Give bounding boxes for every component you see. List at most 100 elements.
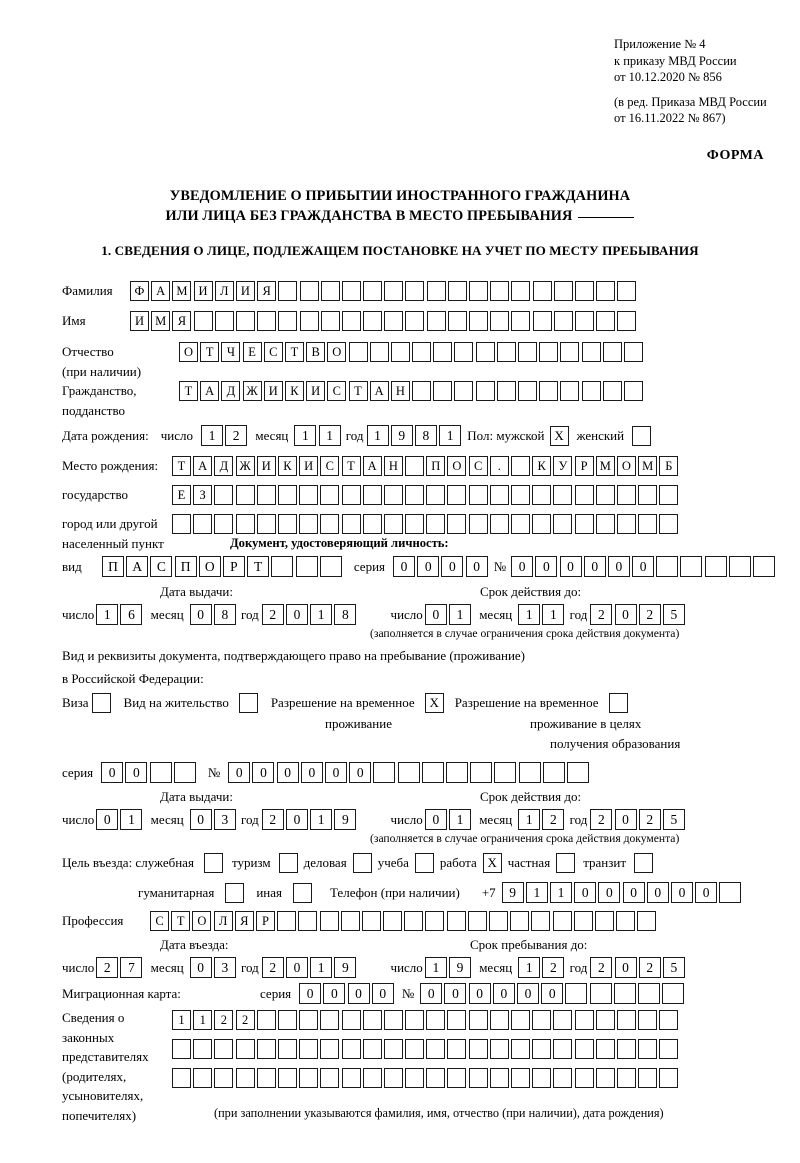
char-cell[interactable]: 0 bbox=[285, 957, 308, 978]
char-cell[interactable]: 0 bbox=[420, 983, 443, 1004]
representatives-row2-cells[interactable] bbox=[172, 1039, 681, 1059]
char-cell[interactable]: 0 bbox=[607, 556, 630, 577]
char-cell[interactable]: Л bbox=[214, 281, 234, 301]
char-cell[interactable] bbox=[574, 1039, 594, 1059]
char-cell[interactable] bbox=[320, 311, 340, 331]
char-cell[interactable] bbox=[638, 1039, 658, 1059]
char-cell[interactable] bbox=[574, 485, 594, 505]
char-cell[interactable] bbox=[405, 281, 425, 301]
char-cell[interactable] bbox=[426, 485, 446, 505]
char-cell[interactable]: И bbox=[263, 381, 283, 401]
char-cell[interactable] bbox=[214, 514, 234, 534]
char-cell[interactable] bbox=[277, 1010, 297, 1030]
char-cell[interactable] bbox=[278, 311, 298, 331]
char-cell[interactable] bbox=[149, 762, 172, 783]
char-cell[interactable]: 0 bbox=[371, 983, 394, 1004]
char-cell[interactable]: П bbox=[174, 556, 197, 577]
char-cell[interactable]: 0 bbox=[614, 957, 637, 978]
char-cell[interactable] bbox=[235, 311, 255, 331]
char-cell[interactable] bbox=[447, 311, 467, 331]
char-cell[interactable] bbox=[617, 281, 637, 301]
char-cell[interactable]: 2 bbox=[214, 1010, 234, 1030]
char-cell[interactable]: О bbox=[327, 342, 347, 362]
char-cell[interactable] bbox=[447, 1039, 467, 1059]
char-cell[interactable] bbox=[383, 485, 403, 505]
char-cell[interactable]: Р bbox=[222, 556, 245, 577]
char-cell[interactable]: 0 bbox=[285, 809, 308, 830]
char-cell[interactable] bbox=[362, 485, 382, 505]
char-cell[interactable]: 0 bbox=[424, 809, 447, 830]
char-cell[interactable] bbox=[565, 983, 588, 1004]
char-cell[interactable]: 0 bbox=[444, 983, 467, 1004]
char-cell[interactable] bbox=[489, 485, 509, 505]
char-cell[interactable]: Т bbox=[179, 381, 198, 401]
char-cell[interactable]: 0 bbox=[323, 983, 346, 1004]
char-cell[interactable] bbox=[369, 342, 389, 362]
char-cell[interactable] bbox=[468, 514, 488, 534]
char-cell[interactable]: 3 bbox=[213, 809, 236, 830]
char-cell[interactable] bbox=[214, 1068, 234, 1088]
char-cell[interactable]: М bbox=[638, 456, 658, 476]
char-cell[interactable] bbox=[595, 1039, 615, 1059]
char-cell[interactable] bbox=[172, 1039, 191, 1059]
char-cell[interactable]: Л bbox=[213, 911, 233, 931]
char-cell[interactable] bbox=[405, 1039, 425, 1059]
char-cell[interactable] bbox=[532, 311, 552, 331]
char-cell[interactable]: 0 bbox=[559, 556, 582, 577]
char-cell[interactable]: Т bbox=[284, 342, 304, 362]
char-cell[interactable] bbox=[214, 485, 234, 505]
char-cell[interactable] bbox=[489, 1068, 509, 1088]
char-cell[interactable] bbox=[299, 514, 319, 534]
char-cell[interactable]: Р bbox=[255, 911, 275, 931]
char-cell[interactable]: 1 bbox=[120, 809, 143, 830]
purpose-other-checkbox[interactable] bbox=[292, 882, 312, 903]
char-cell[interactable] bbox=[214, 311, 234, 331]
char-cell[interactable] bbox=[362, 1010, 382, 1030]
char-cell[interactable] bbox=[510, 911, 530, 931]
char-cell[interactable]: Е bbox=[172, 485, 191, 505]
char-cell[interactable]: 2 bbox=[261, 957, 284, 978]
char-cell[interactable] bbox=[404, 911, 424, 931]
char-cell[interactable]: 2 bbox=[235, 1010, 255, 1030]
char-cell[interactable] bbox=[656, 556, 679, 577]
char-cell[interactable]: 0 bbox=[583, 556, 606, 577]
char-cell[interactable] bbox=[277, 514, 297, 534]
char-cell[interactable] bbox=[383, 1039, 403, 1059]
char-cell[interactable]: О bbox=[179, 342, 198, 362]
char-cell[interactable] bbox=[384, 281, 404, 301]
char-cell[interactable] bbox=[383, 1010, 403, 1030]
char-cell[interactable]: 2 bbox=[590, 957, 613, 978]
char-cell[interactable] bbox=[341, 1068, 361, 1088]
char-cell[interactable] bbox=[341, 1039, 361, 1059]
char-cell[interactable] bbox=[373, 762, 396, 783]
char-cell[interactable]: 0 bbox=[252, 762, 275, 783]
char-cell[interactable]: 9 bbox=[390, 425, 413, 446]
char-cell[interactable] bbox=[193, 1068, 213, 1088]
char-cell[interactable] bbox=[454, 342, 474, 362]
char-cell[interactable] bbox=[704, 556, 727, 577]
char-cell[interactable] bbox=[596, 281, 616, 301]
char-cell[interactable] bbox=[602, 381, 622, 401]
char-cell[interactable] bbox=[595, 1068, 615, 1088]
char-cell[interactable]: 0 bbox=[646, 882, 669, 903]
char-cell[interactable] bbox=[320, 1010, 340, 1030]
char-cell[interactable] bbox=[680, 556, 703, 577]
visa-checkbox[interactable] bbox=[91, 693, 111, 713]
char-cell[interactable]: 0 bbox=[574, 882, 597, 903]
char-cell[interactable]: О bbox=[192, 911, 212, 931]
char-cell[interactable]: 1 bbox=[172, 1010, 191, 1030]
char-cell[interactable]: 1 bbox=[518, 957, 541, 978]
char-cell[interactable] bbox=[542, 762, 565, 783]
char-cell[interactable]: 0 bbox=[622, 882, 645, 903]
char-cell[interactable]: 1 bbox=[449, 809, 471, 830]
char-cell[interactable] bbox=[405, 1010, 425, 1030]
char-cell[interactable] bbox=[560, 342, 580, 362]
char-cell[interactable]: 5 bbox=[662, 957, 685, 978]
